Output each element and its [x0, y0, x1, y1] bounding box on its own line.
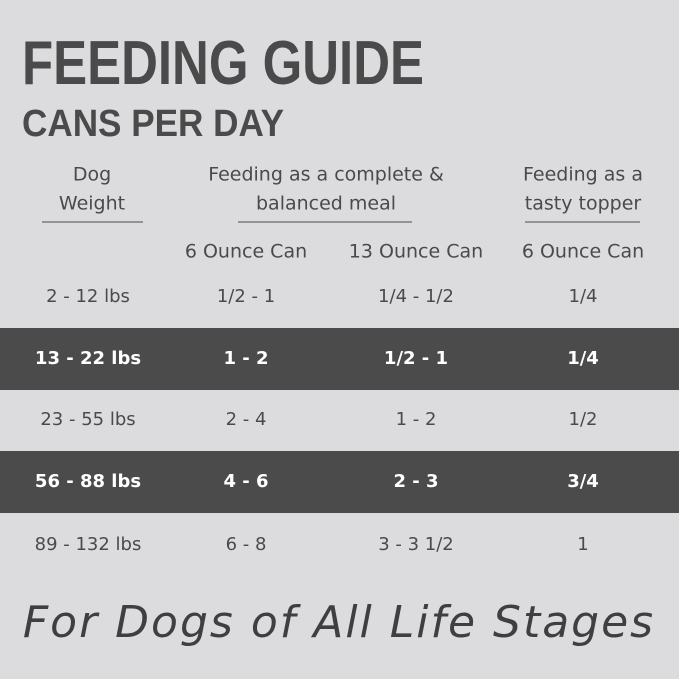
column-header: 6 Ounce Can: [522, 241, 644, 263]
cell: 3/4: [567, 471, 599, 492]
row-band: [0, 328, 679, 390]
tagline: For Dogs of All Life Stages: [23, 597, 655, 648]
column-header: 6 Ounce Can: [185, 241, 307, 263]
cell: 1 - 2: [223, 348, 268, 369]
cell: 2 - 3: [393, 471, 438, 492]
cell: 4 - 6: [223, 471, 268, 492]
cell: 1 - 2: [396, 409, 437, 430]
cell: 2 - 12 lbs: [46, 286, 130, 307]
cell: 56 - 88 lbs: [35, 471, 141, 492]
group-header: Feeding as a: [523, 164, 643, 186]
group-header: Feeding as a complete &: [208, 164, 444, 186]
column-header: 13 Ounce Can: [349, 241, 483, 263]
group-header: Dog: [73, 164, 111, 186]
cell: 13 - 22 lbs: [35, 348, 141, 369]
group-header: tasty topper: [525, 193, 642, 215]
cell: 1/2: [569, 409, 598, 430]
cell: 1/2 - 1: [384, 348, 448, 369]
group-header: balanced meal: [256, 193, 396, 215]
cell: 2 - 4: [226, 409, 267, 430]
cell: 6 - 8: [226, 534, 267, 555]
title: FEEDING GUIDE: [22, 29, 424, 98]
group-header: Weight: [59, 193, 125, 215]
cell: 1/4: [567, 348, 599, 369]
cell: 1/4 - 1/2: [378, 286, 454, 307]
subtitle: CANS PER DAY: [22, 103, 284, 145]
cell: 3 - 3 1/2: [378, 534, 454, 555]
row-band: [0, 451, 679, 513]
cell: 1: [577, 534, 588, 555]
cell: 23 - 55 lbs: [40, 409, 135, 430]
cell: 89 - 132 lbs: [35, 534, 142, 555]
cell: 1/2 - 1: [217, 286, 275, 307]
cell: 1/4: [569, 286, 598, 307]
